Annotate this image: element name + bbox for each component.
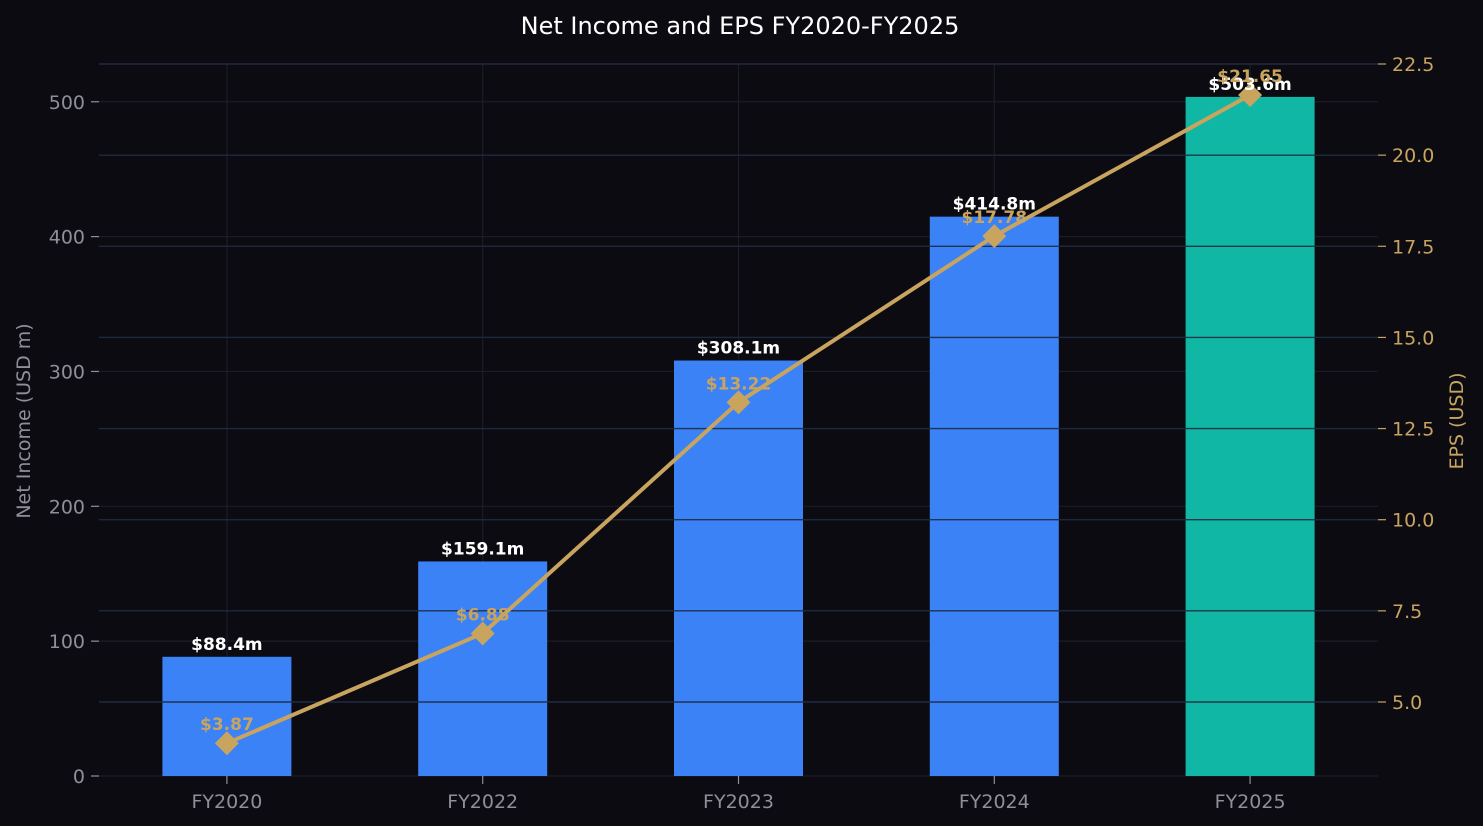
axes-layer: 0 100 200 300 400 500 5.0 7.5 10.0 12.5 15.0 17.5 20… bbox=[49, 54, 1435, 813]
bar-value-label: $503.6m bbox=[1208, 75, 1291, 95]
y-axis-label: Net Income (USD m) bbox=[13, 323, 35, 518]
y-tick-label: 500 bbox=[49, 92, 85, 114]
line-layer bbox=[99, 63, 1378, 756]
y-tick-label: 300 bbox=[49, 361, 85, 383]
labels-layer: $88.4m $159.1m $308.1m $414.8m $503.6m $3.87 $… bbox=[191, 67, 1292, 735]
y-tick-label: 0 bbox=[73, 766, 85, 788]
eps-value-label: $6.88 bbox=[456, 605, 510, 625]
bar-value-label: $308.1m bbox=[697, 339, 780, 359]
eps-value-label: $21.65 bbox=[1217, 67, 1283, 87]
y2-tick-label: 22.5 bbox=[1392, 54, 1434, 76]
x-tick-label: FY2025 bbox=[1215, 791, 1286, 813]
bar bbox=[1185, 96, 1315, 777]
eps-marker bbox=[214, 731, 239, 756]
y2-axis-label: EPS (USD) bbox=[1446, 373, 1468, 470]
y-tick-label: 400 bbox=[49, 227, 85, 249]
y2-tick-label: 15.0 bbox=[1392, 327, 1434, 349]
bar bbox=[162, 656, 292, 776]
y2-tick-label: 20.0 bbox=[1392, 145, 1434, 167]
eps-marker bbox=[726, 390, 751, 415]
bar bbox=[674, 360, 803, 776]
eps-value-label: $17.78 bbox=[961, 208, 1027, 228]
chart-title: Net Income and EPS FY2020-FY2025 bbox=[521, 12, 960, 40]
x-tick-label: FY2024 bbox=[959, 791, 1030, 813]
x-tick-label: FY2020 bbox=[191, 791, 262, 813]
eps-value-label: $13.22 bbox=[706, 374, 772, 394]
x-tick-label: FY2022 bbox=[447, 791, 518, 813]
bars-layer bbox=[162, 96, 1315, 777]
eps-marker bbox=[982, 224, 1007, 249]
eps-value-label: $3.87 bbox=[200, 715, 254, 735]
y2-tick-label: 7.5 bbox=[1392, 601, 1422, 623]
bar-value-label: $88.4m bbox=[191, 635, 263, 655]
y2-tick-label: 10.0 bbox=[1392, 510, 1434, 532]
y-tick-label: 200 bbox=[49, 496, 85, 518]
eps-marker bbox=[470, 621, 495, 646]
y2-tick-label: 12.5 bbox=[1392, 419, 1434, 441]
y-tick-label: 100 bbox=[49, 631, 85, 653]
bar bbox=[929, 216, 1059, 776]
bar-value-label: $159.1m bbox=[441, 539, 524, 559]
bar-value-label: $414.8m bbox=[953, 195, 1036, 215]
y2-tick-label: 17.5 bbox=[1392, 236, 1434, 258]
x-tick-label: FY2023 bbox=[703, 791, 774, 813]
eps-marker bbox=[1238, 82, 1263, 107]
y2-tick-label: 5.0 bbox=[1392, 692, 1422, 714]
